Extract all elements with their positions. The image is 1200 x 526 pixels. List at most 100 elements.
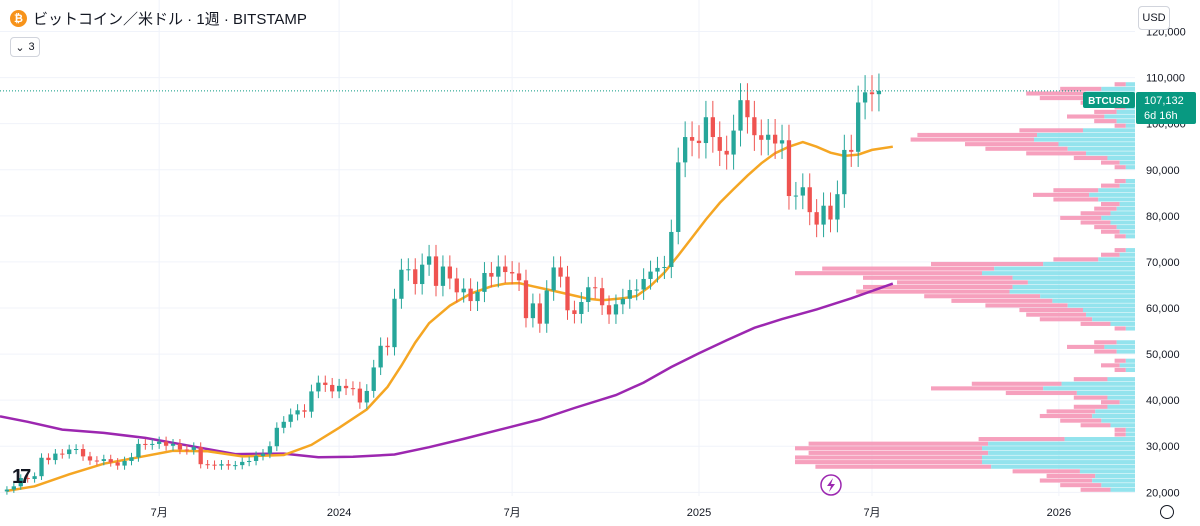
volume-profile-bar-down: [1060, 418, 1102, 423]
candle-body: [295, 410, 300, 415]
candle-body: [717, 137, 722, 151]
volume-profile-bar-down: [863, 275, 1013, 280]
volume-profile-bar-up: [1110, 423, 1135, 428]
price-axis[interactable]: 20,000 30,000 40,000 50,000 60,000 70,000 80,0…: [1146, 27, 1186, 500]
candle-body: [101, 459, 106, 461]
volume-profile-bar-up: [1079, 469, 1135, 474]
candle-body: [849, 149, 854, 152]
candle-body: [876, 90, 882, 95]
candle-body: [67, 449, 72, 455]
volume-profile-bar-down: [815, 464, 992, 469]
volume-profile-bar-down: [1060, 86, 1102, 91]
candle-body: [177, 443, 183, 450]
candle-body: [724, 150, 729, 155]
settings-icon[interactable]: [1160, 505, 1174, 519]
volume-profile-bar-up: [1092, 413, 1135, 419]
candle-body: [634, 289, 639, 291]
volume-profile-bar-up: [1095, 473, 1135, 478]
candle-body: [343, 385, 349, 389]
candle-body: [551, 267, 556, 291]
candle-body: [426, 256, 432, 265]
time-tick-label: 2025: [687, 507, 711, 519]
candle-body: [807, 187, 812, 213]
candle-body: [267, 446, 273, 454]
tradingview-logo[interactable]: 17: [12, 466, 31, 488]
time-tick-label: 7月: [863, 507, 880, 519]
volume-profile-bar-down: [1019, 128, 1083, 133]
volume-profile-bar-down: [1073, 155, 1108, 161]
volume-profile-bar-up: [1125, 82, 1135, 87]
candle-body: [689, 137, 695, 141]
volume-profile-bar-down: [1005, 390, 1077, 396]
symbol-title[interactable]: ビットコイン／米ドル · 1週 · BITSTAMP: [33, 11, 307, 28]
volume-profile-bar-down: [808, 441, 989, 446]
volume-profile-bar-up: [1119, 202, 1135, 207]
candle-body: [163, 441, 169, 446]
volume-profile-bar-down: [1053, 257, 1099, 262]
volume-profile-bar-down: [1080, 423, 1111, 428]
volume-profile-bar-down: [795, 460, 982, 465]
volume-profile-bar-down: [1073, 395, 1108, 400]
volume-profile-bar-down: [1114, 367, 1126, 373]
candle-body: [696, 140, 702, 144]
volume-profile-bar-up: [982, 446, 1135, 451]
volume-profile-bar-down: [897, 280, 1028, 285]
candle-body: [191, 447, 196, 450]
volume-profile-bar-down: [795, 446, 982, 451]
candle-body: [468, 288, 473, 302]
volume-profile-bar-down: [1094, 225, 1117, 230]
candle-body: [779, 140, 785, 144]
candle-body: [53, 453, 58, 461]
candle-body: [579, 302, 584, 314]
lightning-icon[interactable]: [820, 474, 842, 496]
candle-body: [80, 448, 86, 457]
volume-profile-bar-down: [1046, 473, 1096, 478]
candle-body: [46, 457, 51, 461]
volume-profile-bar-down: [795, 271, 982, 276]
volume-profile-bar-up: [1064, 437, 1135, 442]
volume-profile-bar-down: [1114, 165, 1126, 170]
time-axis[interactable]: 7月 2024 7月 2025 7月 2026: [151, 507, 1071, 519]
volume-profile-bar-up: [1037, 132, 1135, 138]
candle-body: [489, 272, 494, 277]
indicators-toggle-button[interactable]: ⌄ 3: [10, 37, 40, 57]
volume-profile-bar-down: [1080, 211, 1111, 216]
volume-profile-bar-up: [1043, 386, 1135, 391]
volume-profile-bar-up: [1110, 211, 1135, 216]
volume-profile-bar-up: [1107, 404, 1135, 409]
candle-body: [11, 486, 16, 490]
bar-countdown-label: 6d 16h: [1144, 110, 1178, 122]
candle-body: [274, 427, 279, 447]
candle-body: [323, 382, 328, 385]
volume-profile-bar-down: [1101, 400, 1120, 405]
volume-profile-bar-up: [1125, 432, 1135, 437]
volume-profile-bar-down: [1019, 307, 1083, 313]
candle-body: [233, 465, 238, 467]
volume-profile-bar-up: [1101, 483, 1135, 488]
price-tick-label: 60,000: [1146, 303, 1180, 315]
volume-profile-bar-down: [1114, 234, 1126, 239]
candle-body: [253, 455, 259, 461]
currency-button[interactable]: USD: [1138, 6, 1170, 30]
candle-body: [73, 448, 79, 450]
volume-profile-bar-up: [1058, 142, 1135, 147]
price-tick-label: 70,000: [1146, 257, 1180, 269]
candle-body: [94, 460, 100, 462]
candle-body: [814, 212, 819, 225]
candle-body: [703, 117, 709, 144]
candle-body: [544, 290, 549, 324]
candle-body: [523, 280, 529, 319]
candle-body: [4, 489, 10, 492]
volume-profile-bar-down: [965, 142, 1059, 147]
volume-profile-bar-down: [985, 303, 1068, 308]
volume-profile-bar-down: [1101, 160, 1120, 165]
volume-profile-bar-up: [1119, 252, 1135, 257]
candle-body: [627, 290, 632, 299]
volume-profile-bar-down: [1039, 413, 1093, 419]
time-tick-label: 7月: [504, 507, 521, 519]
volume-profile-bar-down: [931, 386, 1044, 391]
candlestick-series: [4, 73, 882, 495]
candle-body: [593, 287, 598, 289]
volume-profile-bar-down: [1026, 91, 1087, 96]
